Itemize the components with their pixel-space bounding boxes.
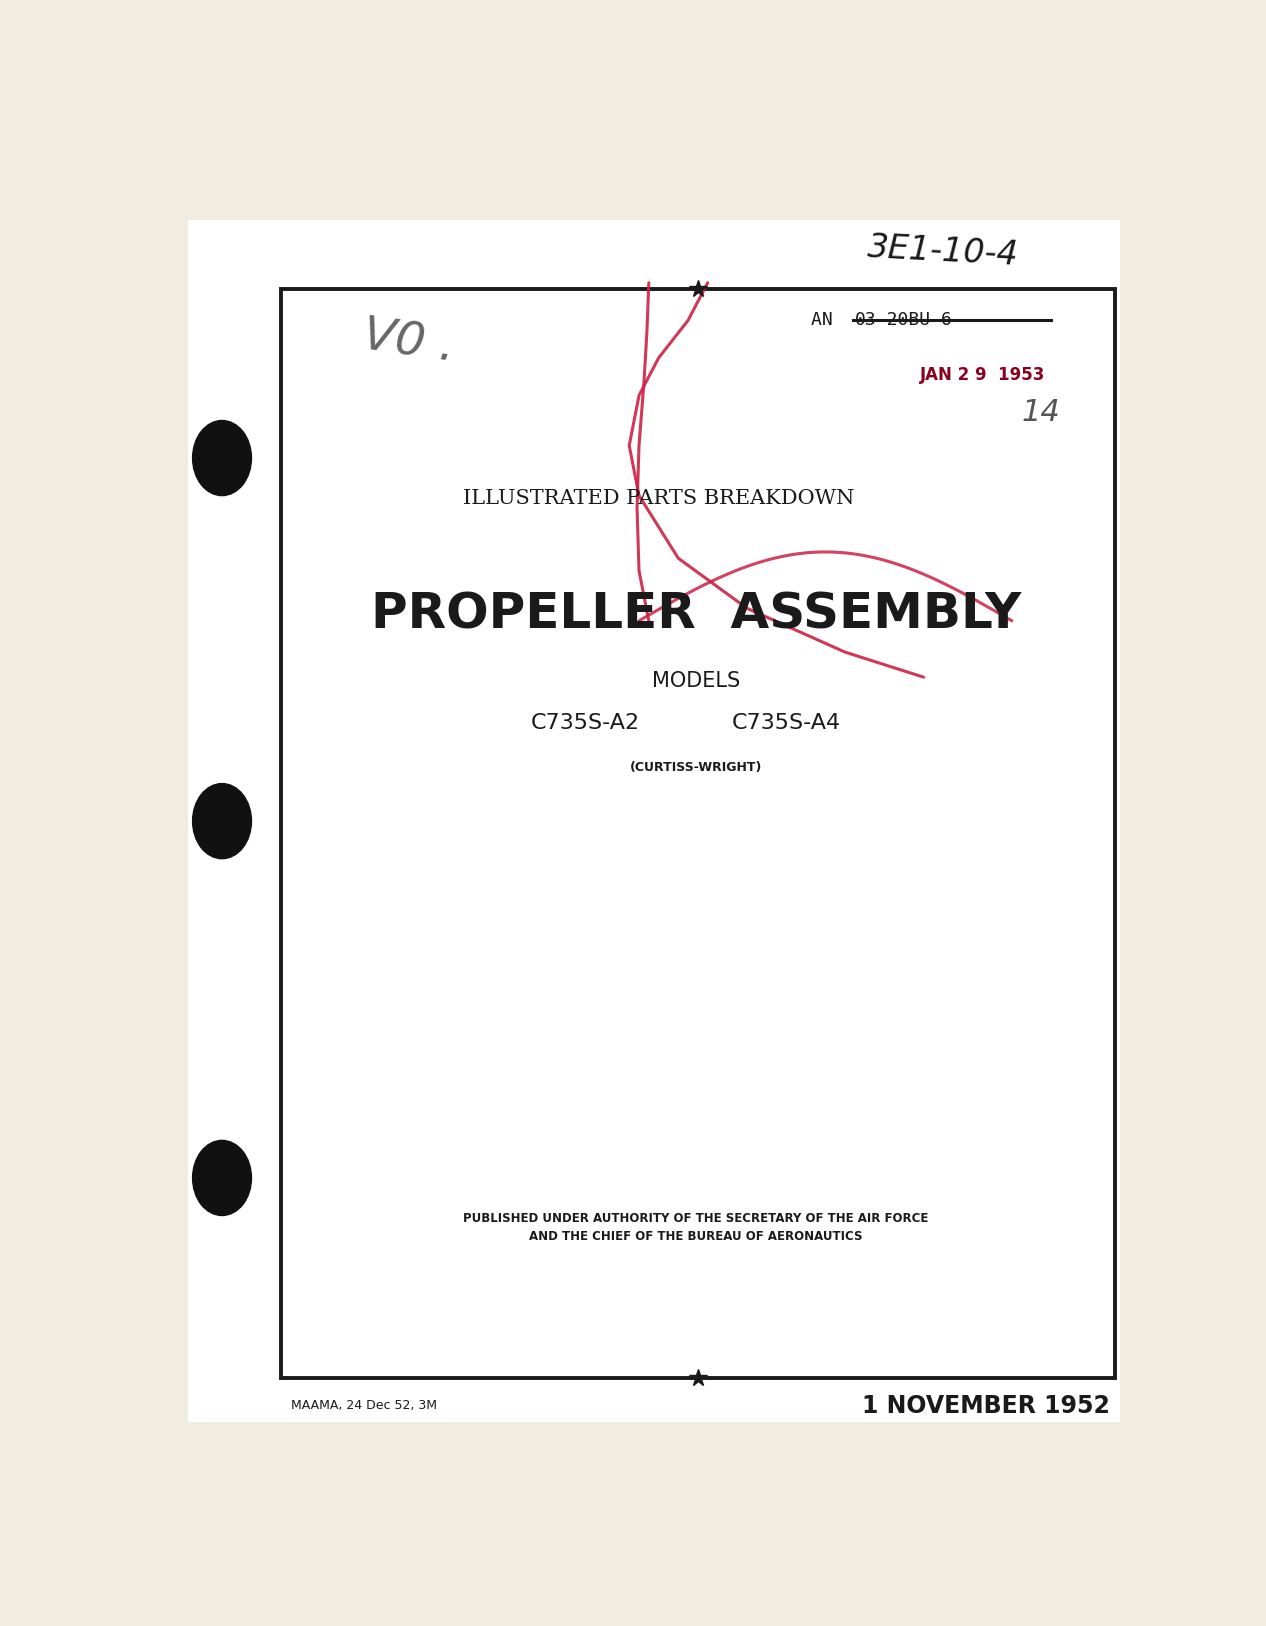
Text: ILLUSTRATED PARTS BREAKDOWN: ILLUSTRATED PARTS BREAKDOWN (463, 488, 855, 507)
Text: 1 NOVEMBER 1952: 1 NOVEMBER 1952 (862, 1393, 1110, 1418)
Text: 14: 14 (1022, 398, 1061, 428)
Text: MAAMA, 24 Dec 52, 3M: MAAMA, 24 Dec 52, 3M (291, 1400, 437, 1413)
Text: V0 .: V0 . (360, 314, 457, 372)
Text: PROPELLER  ASSEMBLY: PROPELLER ASSEMBLY (371, 590, 1022, 639)
Text: JAN 2 9  1953: JAN 2 9 1953 (919, 366, 1046, 384)
Circle shape (192, 784, 252, 859)
Text: MODELS: MODELS (652, 672, 741, 691)
Text: 03-20BU-6: 03-20BU-6 (855, 311, 953, 330)
Circle shape (192, 1140, 252, 1216)
Text: C735S-A4: C735S-A4 (732, 714, 841, 733)
Text: C735S-A2: C735S-A2 (530, 714, 639, 733)
Text: PUBLISHED UNDER AUTHORITY OF THE SECRETARY OF THE AIR FORCE: PUBLISHED UNDER AUTHORITY OF THE SECRETA… (463, 1211, 928, 1224)
Text: AND THE CHIEF OF THE BUREAU OF AERONAUTICS: AND THE CHIEF OF THE BUREAU OF AERONAUTI… (529, 1231, 862, 1244)
Text: (CURTISS-WRIGHT): (CURTISS-WRIGHT) (629, 761, 762, 774)
Text: 3E1-10-4: 3E1-10-4 (867, 231, 1019, 272)
Bar (281, 289, 1115, 1379)
Text: AN: AN (810, 311, 855, 330)
Circle shape (192, 421, 252, 496)
